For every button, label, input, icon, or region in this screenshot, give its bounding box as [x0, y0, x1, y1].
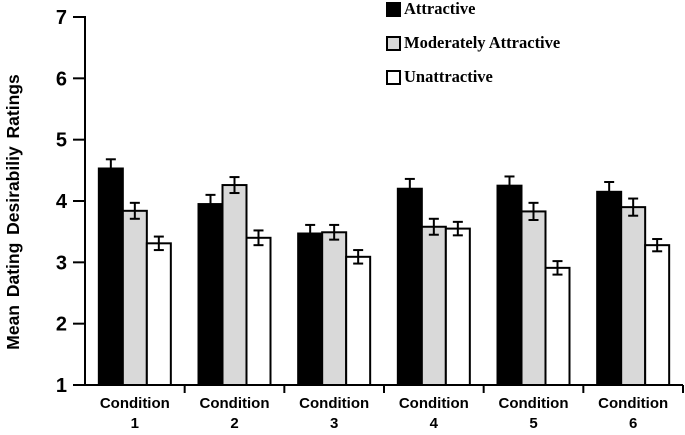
bar-1-4: [520, 210, 547, 386]
error-bar-1-5: [628, 197, 639, 217]
x-category-label: Condition 1: [100, 395, 170, 432]
bar-0-0: [97, 167, 124, 386]
bar-0-3: [396, 187, 423, 386]
bar-2-5: [644, 244, 671, 386]
y-tick-label: 7: [56, 7, 67, 29]
error-bar-0-2: [305, 223, 316, 244]
error-bar-2-1: [253, 229, 264, 247]
error-bar-1-3: [428, 217, 439, 236]
legend-swatch-unattractive: [386, 69, 401, 85]
y-tick-label: 1: [56, 375, 67, 397]
x-category-label: Condition 3: [299, 395, 369, 432]
bar-0-4: [496, 184, 523, 386]
x-category-label: Condition 6: [598, 395, 668, 432]
bar-1-3: [420, 225, 447, 386]
legend-label-unattractive: Unattractive: [404, 67, 493, 86]
x-category-label: Condition 4: [399, 395, 469, 432]
error-bar-2-2: [353, 249, 364, 265]
y-tick-label: 2: [56, 314, 67, 336]
legend-label-moderately-attractive: Moderately Attractive: [404, 33, 561, 52]
bar-2-0: [145, 242, 172, 386]
y-tick-label: 6: [56, 68, 67, 90]
legend-swatch-moderately-attractive: [386, 35, 401, 51]
error-bar-2-4: [552, 260, 563, 276]
legend: Attractive Moderately Attractive Unattra…: [386, 0, 561, 103]
error-bar-0-5: [604, 180, 615, 203]
error-bar-0-0: [105, 158, 116, 179]
error-bar-1-4: [528, 201, 539, 222]
bar-0-5: [596, 190, 623, 386]
bar-1-0: [121, 209, 148, 386]
error-bar-2-3: [452, 220, 463, 237]
y-tick-label: 4: [56, 191, 68, 213]
x-category-label: Condition 2: [200, 395, 270, 432]
error-bar-1-2: [329, 223, 340, 241]
bar-0-1: [197, 203, 224, 386]
bar-2-4: [544, 266, 571, 386]
bar-0-2: [297, 232, 324, 386]
legend-label-attractive: Attractive: [404, 0, 476, 18]
bar-1-1: [221, 184, 248, 386]
error-bar-0-1: [205, 193, 216, 215]
x-category-label: Condition 5: [499, 395, 569, 432]
bar-2-1: [245, 236, 272, 386]
y-tick-label: 3: [56, 252, 67, 274]
error-bar-2-5: [652, 238, 663, 253]
error-bar-1-1: [229, 176, 240, 195]
bar-2-3: [444, 227, 471, 386]
error-bar-0-3: [404, 177, 415, 200]
error-bar-1-0: [129, 201, 140, 220]
bar-1-2: [321, 231, 348, 386]
bar-1-5: [620, 206, 647, 386]
error-bar-2-0: [153, 235, 164, 252]
legend-item-unattractive: Unattractive: [386, 67, 560, 86]
legend-item-attractive: Attractive: [386, 0, 560, 18]
error-bar-0-4: [504, 175, 515, 196]
y-tick-label: 5: [56, 130, 67, 152]
legend-swatch-attractive: [386, 1, 401, 17]
legend-item-moderately-attractive: Moderately Attractive: [386, 33, 561, 52]
bar-2-2: [345, 255, 372, 386]
